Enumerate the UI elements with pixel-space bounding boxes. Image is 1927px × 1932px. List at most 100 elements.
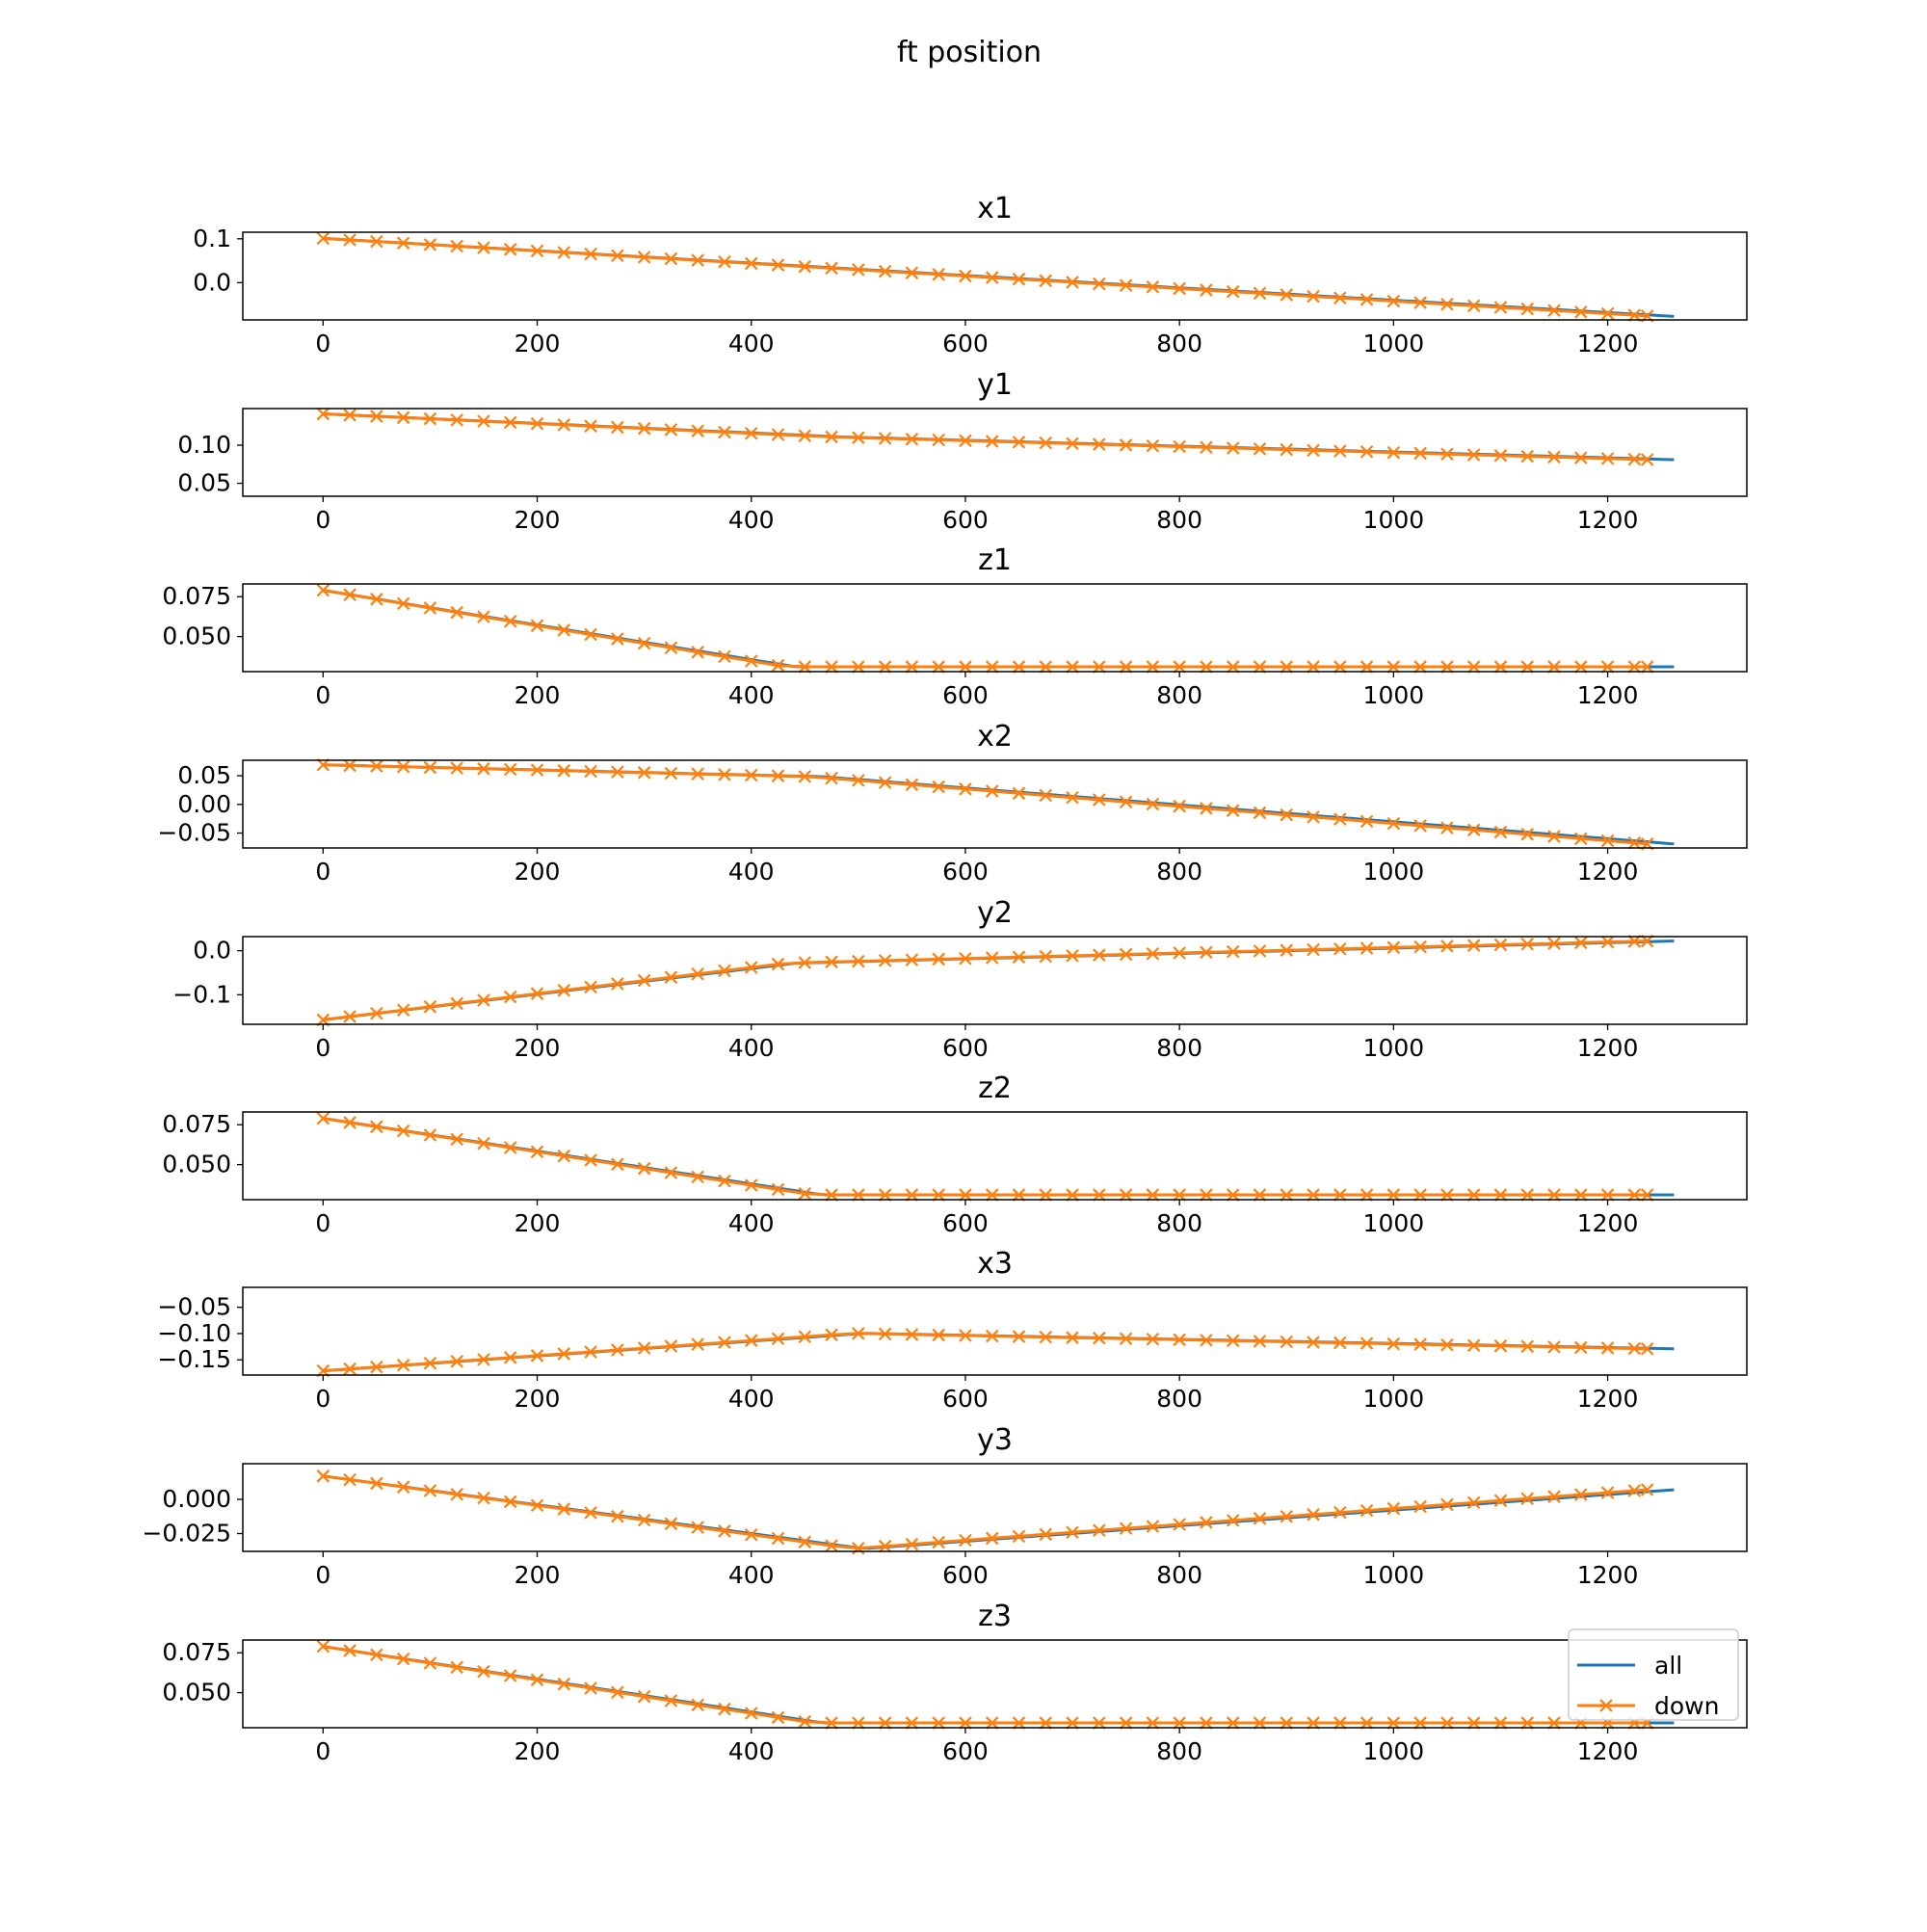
series-down-marker [584,764,597,779]
series-down-marker [878,432,892,445]
series-down-marker [664,1339,678,1353]
series-down-marker [1146,1520,1160,1533]
series-down-marker [423,1000,437,1014]
series-down-marker [959,1329,972,1342]
series-down-marker [584,419,597,433]
series-down-marker [1119,438,1133,452]
x-tick-label: 400 [728,1737,775,1765]
axes-frame [242,936,1748,1025]
x-tick-label: 1000 [1363,1737,1425,1765]
series-down-marker [1093,437,1106,451]
series-down-marker [664,423,678,437]
series-down-marker [530,416,544,431]
series-down-marker [798,660,812,674]
series-down-marker [985,1716,999,1730]
subplot-y2: y2 0 200 400 600 800 1000 1200 0.0 −0.1 [172,896,1748,1062]
series-down-marker [1200,440,1213,455]
series-down-marker [932,1716,945,1730]
y-tick-label: 0.10 [177,431,231,459]
y-tick-label: 0.050 [162,622,231,650]
series-down-marker [370,410,383,423]
series-down-marker [1547,830,1561,843]
series-down-marker [557,1502,571,1516]
y-tick-label: −0.1 [172,980,231,1008]
series-down-marker [611,1509,624,1523]
series-down-marker [1413,940,1427,954]
series-down-marker [664,1166,678,1179]
subplot-y3: y3 0 200 400 600 800 1000 1200 0.000 −0.025 [142,1423,1748,1589]
series-down-marker [1253,286,1267,301]
series-down-marker [1600,452,1615,465]
x-tick-label: 0 [315,1385,330,1413]
series-down-marker [1226,284,1240,299]
series-down-marker [1333,1188,1347,1202]
series-down-marker [1466,939,1481,952]
series-down-marker [1039,1527,1053,1542]
series-down-marker [1039,1716,1053,1730]
series-down-marker [1466,1188,1481,1202]
x-tick-label: 0 [315,1561,330,1589]
series-down-marker [1640,1483,1654,1496]
series-down-marker [396,759,410,774]
y-tick-label: −0.05 [157,1293,231,1321]
series-down-marker [1547,1490,1561,1503]
series-down-marker [1520,449,1535,463]
series-down-marker [584,1506,597,1520]
series-down-marker [1307,942,1320,957]
series-down-marker [1253,660,1267,674]
series-down-marker [557,1677,571,1691]
series-down-marker [1280,1510,1294,1523]
x-tick-label: 400 [728,330,775,357]
series-down-marker [852,774,865,787]
series-down-marker [503,990,517,1004]
series-down-marker [637,766,651,780]
series-down-marker [852,263,865,277]
series-down-marker [1520,660,1535,674]
series-down-marker [718,1524,731,1538]
series-down-marker [1173,1518,1186,1531]
series-down-marker [771,957,785,971]
series-down-marker [798,770,812,783]
x-tick-label: 1000 [1363,681,1425,709]
series-down-marker [1280,442,1294,457]
series-down-marker [1173,1333,1186,1347]
series-down-marker [691,1698,704,1712]
series-down-marker [1547,937,1561,950]
series-down-marker [503,614,517,628]
series-down-marker [1359,445,1374,459]
series-down-marker [1466,448,1481,462]
series-down-marker [1547,450,1561,464]
subplot-title: y3 [977,1423,1013,1457]
series-down-marker [1146,797,1160,811]
series-down-line [323,589,1648,669]
series-down-marker [503,1495,517,1509]
series-down-marker [1039,436,1053,450]
series-down-marker [1280,1335,1294,1349]
series-down-marker [530,619,544,633]
series-down-marker [1600,1188,1615,1202]
series-down-marker [905,1716,919,1730]
y-tick-label: −0.15 [157,1345,231,1373]
series-down-marker [1012,436,1026,449]
series-down-marker [503,1669,517,1682]
series-down-marker [1386,1501,1401,1516]
x-tick-label: 800 [1156,1209,1202,1237]
series-down-marker [932,433,945,447]
series-down-marker [637,251,651,264]
series-down-marker [423,238,437,251]
series-down-marker [1440,297,1454,311]
series-down-marker [878,1327,892,1341]
series-down-marker [1574,451,1588,464]
series-down-marker [450,1132,463,1147]
series-down-marker [744,961,758,974]
series-down-marker [1627,1484,1642,1497]
series-down-marker [450,605,463,620]
series-down-marker [905,266,919,279]
series-down-marker [771,258,785,272]
series-down-marker [1466,823,1481,837]
series-down-marker [744,256,758,271]
series-down-marker [1413,819,1427,833]
series-down-marker [932,1188,945,1202]
series-down-line [323,1645,1648,1725]
series-down-marker [343,1362,356,1376]
